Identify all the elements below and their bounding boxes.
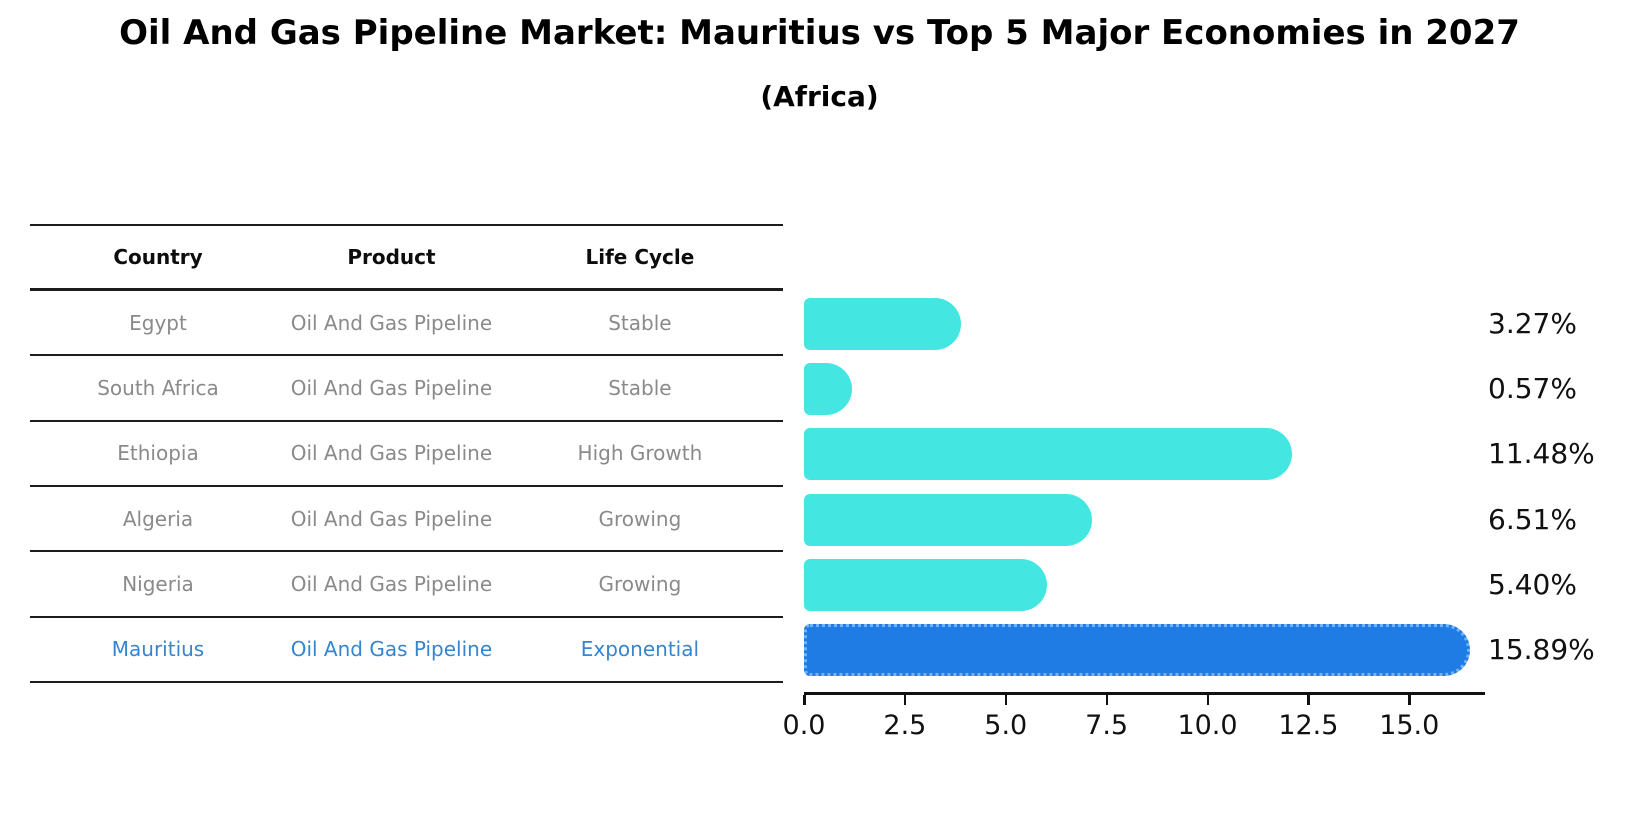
bar-nigeria xyxy=(804,559,1047,612)
x-axis-tick xyxy=(803,695,806,705)
x-axis-tick xyxy=(1307,695,1310,705)
bar-algeria xyxy=(804,493,1092,546)
bar-mauritius xyxy=(804,624,1471,677)
cell-country: Egypt xyxy=(129,310,187,335)
x-axis-tick xyxy=(1105,695,1109,705)
table-row-ethiopia: Ethiopia Oil And Gas Pipeline High Growth xyxy=(30,422,783,487)
x-axis xyxy=(804,692,1485,695)
x-axis-tick-label: 7.5 xyxy=(1085,710,1129,741)
x-axis-tick-label: 2.5 xyxy=(883,710,927,741)
cell-life-cycle: Exponential xyxy=(580,637,700,662)
cell-life-cycle: Growing xyxy=(598,506,682,531)
table-row-mauritius: Mauritius Oil And Gas Pipeline Exponential xyxy=(30,618,783,683)
cell-country: Mauritius xyxy=(111,637,205,662)
x-axis-tick xyxy=(1004,695,1008,705)
cell-country: Nigeria xyxy=(122,571,194,596)
cell-product: Oil And Gas Pipeline xyxy=(290,506,493,531)
cell-life-cycle: Stable xyxy=(608,375,672,400)
column-header-country: Country xyxy=(113,245,203,269)
column-header-product: Product xyxy=(347,245,436,269)
comparison-table: Country Product Life Cycle Egypt Oil And … xyxy=(30,224,783,683)
x-axis-tick xyxy=(903,695,907,705)
cell-country: Ethiopia xyxy=(117,441,199,466)
x-axis-tick-label: 15.0 xyxy=(1379,710,1440,741)
cell-product: Oil And Gas Pipeline xyxy=(290,310,493,335)
table-row-algeria: Algeria Oil And Gas Pipeline Growing xyxy=(30,487,783,553)
x-axis-tick-label: 12.5 xyxy=(1278,710,1339,741)
cell-country: South Africa xyxy=(97,375,219,400)
cell-product: Oil And Gas Pipeline xyxy=(290,441,493,466)
column-header-life-cycle: Life Cycle xyxy=(585,245,695,269)
cell-life-cycle: Stable xyxy=(608,310,672,335)
cell-product: Oil And Gas Pipeline xyxy=(290,571,493,596)
table-header-row: Country Product Life Cycle xyxy=(30,224,783,291)
cell-product: Oil And Gas Pipeline xyxy=(290,375,493,400)
x-axis-tick xyxy=(1408,695,1411,705)
x-axis-tick-label: 10.0 xyxy=(1177,710,1238,741)
value-label-algeria: 6.51% xyxy=(1488,502,1577,536)
bar-south-africa xyxy=(804,363,852,416)
value-label-nigeria: 5.40% xyxy=(1488,568,1577,602)
bar-egypt xyxy=(804,297,961,350)
x-axis-tick-label: 0.0 xyxy=(782,710,826,741)
chart-title: Oil And Gas Pipeline Market: Mauritius v… xyxy=(119,13,1520,53)
value-label-egypt: 3.27% xyxy=(1488,306,1577,340)
x-axis-tick-label: 5.0 xyxy=(984,710,1028,741)
bar-ethiopia xyxy=(804,428,1293,481)
value-label-south-africa: 0.57% xyxy=(1488,372,1577,406)
table-body: Egypt Oil And Gas Pipeline Stable South Afr… xyxy=(30,291,783,683)
table-row-nigeria: Nigeria Oil And Gas Pipeline Growing xyxy=(30,552,783,618)
cell-life-cycle: Growing xyxy=(598,571,682,596)
table-row-egypt: Egypt Oil And Gas Pipeline Stable xyxy=(30,291,783,357)
value-label-mauritius: 15.89% xyxy=(1488,633,1595,667)
chart-subtitle: (Africa) xyxy=(760,80,879,113)
cell-product: Oil And Gas Pipeline xyxy=(290,637,493,662)
x-axis-tick xyxy=(1206,695,1209,705)
cell-country: Algeria xyxy=(122,506,194,531)
value-label-ethiopia: 11.48% xyxy=(1488,437,1595,471)
cell-life-cycle: High Growth xyxy=(577,441,703,466)
table-row-south-africa: South Africa Oil And Gas Pipeline Stable xyxy=(30,356,783,422)
